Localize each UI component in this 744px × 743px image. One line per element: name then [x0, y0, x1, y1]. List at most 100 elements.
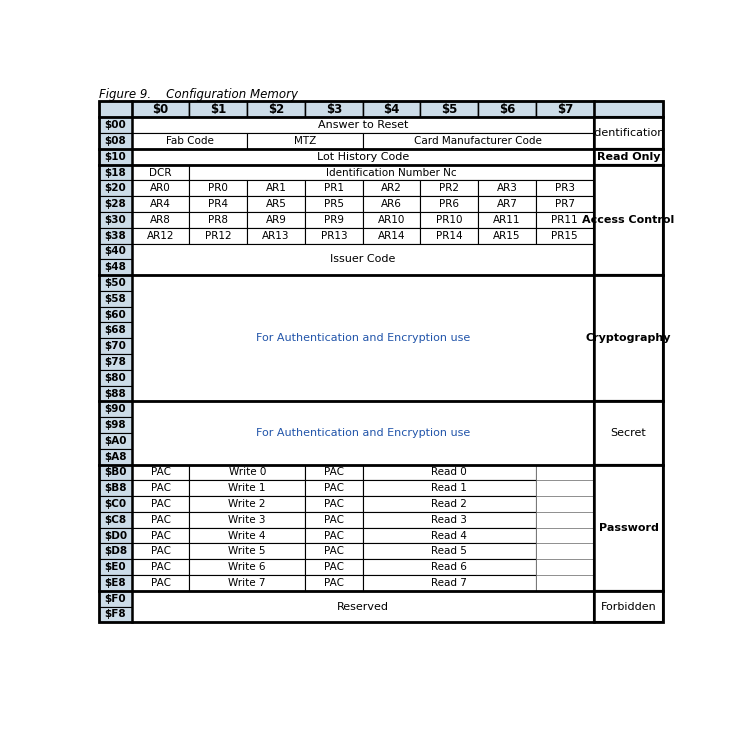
Bar: [247, 386, 305, 401]
Bar: [420, 212, 478, 228]
Text: $98: $98: [105, 420, 126, 430]
Text: For Authentication and Encryption use: For Authentication and Encryption use: [256, 428, 469, 438]
Bar: [247, 228, 305, 244]
Text: $C0: $C0: [104, 499, 126, 509]
Bar: [536, 543, 594, 559]
Bar: [536, 181, 594, 196]
Bar: [99, 464, 132, 480]
Text: $3: $3: [326, 103, 342, 116]
Bar: [190, 386, 247, 401]
Bar: [363, 606, 420, 623]
Bar: [132, 133, 247, 149]
Bar: [190, 480, 305, 496]
Text: PR15: PR15: [551, 230, 578, 241]
Text: $70: $70: [105, 341, 126, 351]
Text: $7: $7: [557, 103, 573, 116]
Text: PAC: PAC: [324, 467, 344, 478]
Bar: [305, 480, 363, 496]
Bar: [536, 275, 594, 291]
Bar: [478, 275, 536, 291]
Bar: [132, 117, 594, 133]
Bar: [478, 417, 536, 433]
Text: Write 4: Write 4: [228, 531, 266, 541]
Bar: [99, 528, 132, 543]
Bar: [132, 559, 190, 575]
Text: Read 4: Read 4: [432, 531, 467, 541]
Bar: [132, 606, 190, 623]
Text: $50: $50: [105, 278, 126, 288]
Bar: [536, 322, 594, 338]
Bar: [305, 322, 363, 338]
Bar: [132, 275, 190, 291]
Bar: [190, 244, 247, 259]
Bar: [132, 512, 190, 528]
Text: Read 1: Read 1: [432, 483, 467, 493]
Bar: [363, 275, 420, 291]
Text: AR13: AR13: [263, 230, 290, 241]
Bar: [363, 591, 420, 606]
Bar: [190, 102, 247, 117]
Bar: [132, 102, 190, 117]
Bar: [247, 275, 305, 291]
Text: Read Only: Read Only: [597, 152, 660, 162]
Bar: [190, 559, 305, 575]
Bar: [99, 322, 132, 338]
Text: PAC: PAC: [324, 546, 344, 557]
Text: Forbidden: Forbidden: [600, 602, 656, 611]
Text: AR4: AR4: [150, 199, 171, 209]
Bar: [190, 354, 247, 370]
Bar: [478, 433, 536, 449]
Text: AR14: AR14: [378, 230, 405, 241]
Text: PAC: PAC: [324, 562, 344, 572]
Bar: [190, 464, 305, 480]
Text: Cryptography: Cryptography: [586, 334, 671, 343]
Bar: [132, 196, 190, 212]
Bar: [536, 370, 594, 386]
Bar: [363, 559, 536, 575]
Text: Secret: Secret: [611, 428, 647, 438]
Text: Write 0: Write 0: [228, 467, 266, 478]
Bar: [478, 354, 536, 370]
Bar: [478, 244, 536, 259]
Bar: [305, 512, 363, 528]
Text: $58: $58: [105, 293, 126, 304]
Bar: [594, 275, 664, 401]
Text: $A8: $A8: [104, 452, 126, 461]
Bar: [132, 433, 190, 449]
Text: AR15: AR15: [493, 230, 521, 241]
Bar: [247, 212, 305, 228]
Text: PR1: PR1: [324, 184, 344, 193]
Bar: [305, 228, 363, 244]
Bar: [536, 496, 594, 512]
Bar: [247, 417, 305, 433]
Bar: [132, 322, 190, 338]
Bar: [99, 449, 132, 464]
Text: PAC: PAC: [324, 499, 344, 509]
Text: $F8: $F8: [105, 609, 126, 620]
Bar: [190, 181, 247, 196]
Bar: [132, 386, 190, 401]
Bar: [536, 228, 594, 244]
Text: Reserved: Reserved: [337, 602, 388, 611]
Bar: [536, 196, 594, 212]
Text: $90: $90: [105, 404, 126, 415]
Bar: [363, 102, 420, 117]
Bar: [478, 212, 536, 228]
Bar: [305, 244, 363, 259]
Bar: [420, 370, 478, 386]
Bar: [305, 449, 363, 464]
Bar: [132, 228, 190, 244]
Bar: [305, 386, 363, 401]
Text: $B8: $B8: [104, 483, 126, 493]
Bar: [305, 433, 363, 449]
Text: Issuer Code: Issuer Code: [330, 254, 395, 265]
Bar: [247, 401, 305, 417]
Bar: [190, 212, 247, 228]
Text: PAC: PAC: [150, 531, 170, 541]
Bar: [420, 102, 478, 117]
Bar: [132, 449, 190, 464]
Text: $E0: $E0: [105, 562, 126, 572]
Text: $E8: $E8: [105, 578, 126, 588]
Text: $40: $40: [105, 247, 126, 256]
Text: PR13: PR13: [321, 230, 347, 241]
